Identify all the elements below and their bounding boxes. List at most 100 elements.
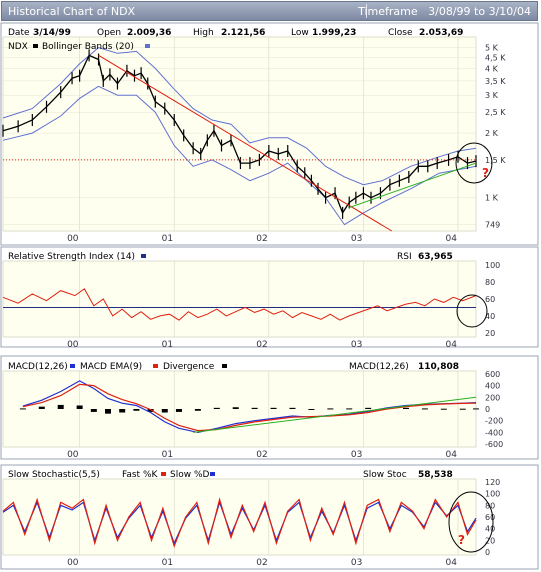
price-y-tick-label: 749 [485, 221, 500, 230]
rsi-y-tick-label: 40 [485, 312, 495, 321]
price-y-tick-label: 3,5 K [485, 77, 506, 86]
divergence-bar [119, 409, 126, 413]
price-panel-plot-area [2, 36, 477, 232]
macd-legend: MACD(12,26) [8, 362, 68, 372]
high-value: 2.121,56 [221, 28, 265, 38]
timeframe-label: Timeframe [358, 5, 418, 18]
title-bar-divider [366, 4, 367, 18]
macd-y-tick-label: -200 [485, 417, 503, 426]
macd-y-tick-label: 400 [485, 382, 500, 391]
x-tick-label: 04 [445, 340, 457, 350]
macd-y-tick-label: -400 [485, 428, 503, 437]
divergence-bar [270, 407, 277, 409]
date-label: Date [8, 28, 30, 38]
divergence-bar [327, 408, 334, 410]
downtrend-line [98, 54, 393, 232]
rsi-y-tick-label: 20 [485, 329, 495, 338]
macd-ema-legend-swatch [153, 364, 158, 368]
x-tick-label: 03 [351, 558, 362, 568]
rsi-value-label: RSI [397, 252, 412, 262]
divergence-bar [90, 409, 97, 412]
x-tick-label: 03 [351, 234, 362, 244]
x-tick-label: 01 [162, 234, 173, 244]
stoch-y-tick-label: 100 [485, 490, 500, 499]
divergence-legend: Divergence [163, 362, 215, 372]
rsi-annotation-circle [456, 294, 488, 328]
fast-k-line [2, 497, 477, 549]
close-value: 2.053,69 [419, 28, 463, 38]
stochastic-panel-plot-area [2, 478, 477, 556]
rsi-title: Relative Strength Index (14) [8, 252, 135, 262]
macd-y-tick-label: -600 [485, 440, 503, 449]
rsi-y-tick-label: 80 [485, 278, 495, 287]
divergence-bar [194, 409, 201, 411]
legend-ndx: NDX [8, 42, 28, 52]
stoch-title: Slow Stochastic(5,5) [8, 470, 100, 480]
x-tick-label: 02 [256, 450, 267, 460]
timeframe-to-word: to [474, 5, 486, 18]
divergence-bar [421, 408, 428, 410]
annotation-circle [455, 142, 493, 184]
open-label: Open [97, 28, 121, 38]
rsi-y-tick-label: 100 [485, 261, 500, 270]
title-bar: Historical Chart of NDX Timeframe 3/08/9… [1, 1, 538, 21]
x-tick-label: 02 [256, 558, 267, 568]
open-value: 2.009,36 [127, 28, 171, 38]
timeframe-to: 3/10/04 [488, 5, 531, 18]
stoch-y-tick-label: 60 [485, 513, 495, 522]
chart-title: Historical Chart of NDX [8, 5, 136, 18]
divergence-bar [232, 407, 239, 409]
price-y-tick-label: 4,5 K [485, 53, 506, 62]
low-value: 1.999,23 [312, 28, 356, 38]
high-label: High [193, 28, 214, 38]
macd-y-tick-label: 0 [485, 405, 490, 414]
divergence-bar [105, 409, 112, 414]
divergence-bar [161, 409, 168, 413]
rsi-y-tick-label: 60 [485, 295, 495, 304]
date-value: 3/14/99 [33, 28, 71, 38]
fast-k-legend: Fast %K [122, 470, 158, 480]
stoch-annotation-circle [448, 491, 494, 553]
question-mark: ? [482, 166, 489, 180]
rsi-line [2, 288, 477, 321]
price-y-tick-label: 1,5 K [485, 156, 506, 165]
divergence-bar [38, 406, 45, 409]
macd-value: 110,808 [418, 362, 459, 372]
slow-d-legend-swatch [210, 472, 215, 476]
divergence-bar [365, 407, 372, 409]
x-tick-label: 04 [445, 558, 457, 568]
divergence-bar [402, 407, 409, 409]
divergence-bar [76, 405, 83, 409]
divergence-bar [251, 407, 258, 409]
timeframe-from: 3/08/99 [428, 5, 471, 18]
divergence-bar [213, 407, 220, 409]
low-label: Low [291, 28, 309, 38]
stoch-value: 58,538 [418, 470, 453, 480]
legend-ndx-swatch [33, 44, 38, 48]
macd-ema-line [22, 383, 477, 432]
timeframe[interactable]: Timeframe 3/08/99 to 3/10/04 [358, 5, 531, 18]
x-tick-label: 02 [256, 340, 267, 350]
stoch-value-label: Slow Stoc [363, 470, 407, 480]
x-tick-label: 00 [67, 234, 79, 244]
rsi-legend-swatch [141, 254, 146, 258]
x-tick-label: 01 [162, 558, 173, 568]
divergence-bar [175, 409, 182, 412]
x-tick-label: 01 [162, 340, 173, 350]
divergence-bar [57, 404, 64, 409]
price-y-tick-label: 5 K [485, 44, 499, 53]
divergence-bar [133, 409, 140, 411]
macd-y-tick-label: 600 [485, 370, 500, 379]
legend-bollinger: Bollinger Bands (20) [42, 42, 134, 52]
divergence-bar [473, 408, 479, 410]
slow-d-legend: Slow %D [170, 470, 209, 480]
divergence-bar [459, 408, 466, 410]
x-tick-label: 04 [445, 234, 457, 244]
slow-d-line [2, 500, 477, 545]
x-tick-label: 00 [67, 450, 79, 460]
x-tick-label: 04 [445, 450, 457, 460]
rsi-panel-plot-area [2, 260, 477, 338]
divergence-legend-swatch [222, 364, 227, 368]
